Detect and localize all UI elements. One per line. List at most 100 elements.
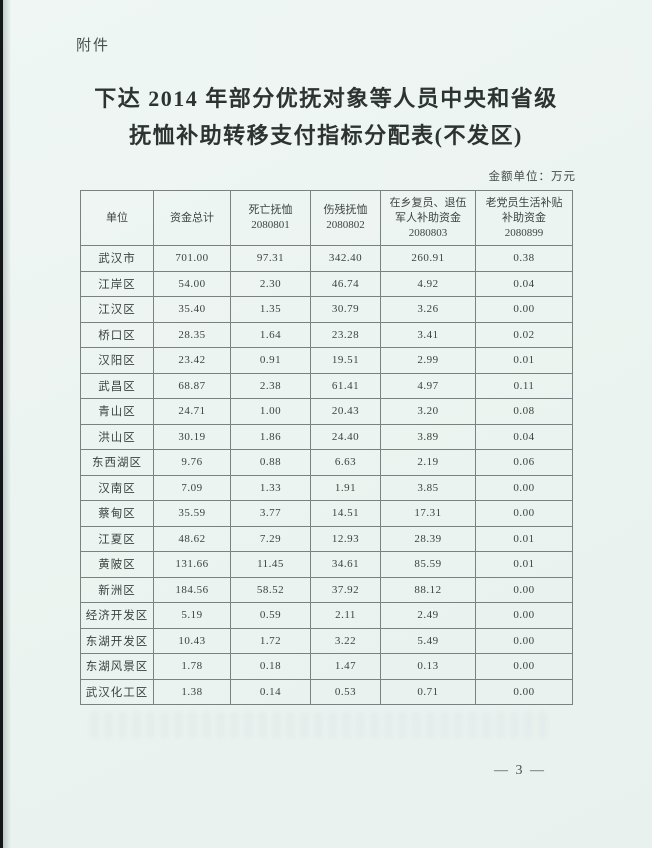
value-cell: 37.92 [310,576,381,603]
scan-edge-shadow [3,0,11,848]
value-cell: 7.09 [153,474,231,501]
table-row: 洪山区 30.19 1.86 24.40 3.89 0.04 [80,423,573,450]
unit-cell: 江岸区 [80,270,154,297]
amount-unit-note: 金额单位：万元 [488,171,576,183]
value-cell: 131.66 [153,551,231,578]
page-number: — 3 — [494,763,546,778]
value-cell: 3.77 [230,500,311,527]
column-header: 单位 [80,190,154,246]
scan-edge-artifact [0,0,3,848]
value-cell: 0.11 [475,372,573,399]
table-header-row: 单位 资金总计 死亡抚恤 2080801 伤残抚恤 2080802 在乡复员、退伍 军人补助资… [80,190,573,246]
value-cell: 17.31 [380,500,476,527]
unit-cell: 东西湖区 [80,449,154,476]
value-cell: 9.76 [153,449,231,476]
table-row: 武汉化工区 1.38 0.14 0.53 0.71 0.00 [80,678,573,705]
document-title-line2: 抚恤补助转移支付指标分配表(不发区) [129,123,523,148]
value-cell: 12.93 [310,525,381,552]
value-cell: 2.99 [380,347,476,374]
document-title-line1: 下达 2014 年部分优抚对象等人员中央和省级 [94,86,558,111]
unit-cell: 蔡甸区 [80,500,154,527]
column-header: 死亡抚恤 2080801 [230,190,311,246]
value-cell: 1.64 [230,321,311,348]
value-cell: 3.20 [380,398,476,425]
unit-cell: 武昌区 [80,372,154,399]
table-row: 汉阳区 23.42 0.91 19.51 2.99 0.01 [80,347,573,374]
table-row: 江岸区 54.00 2.30 46.74 4.92 0.04 [80,270,573,297]
value-cell: 701.00 [153,245,231,272]
unit-cell: 桥口区 [80,321,154,348]
value-cell: 46.74 [310,270,381,297]
unit-cell: 经济开发区 [80,602,154,629]
value-cell: 0.00 [475,500,573,527]
value-cell: 0.00 [475,627,573,654]
value-cell: 30.79 [310,296,381,323]
value-cell: 35.59 [153,500,231,527]
table-row: 东湖开发区 10.43 1.72 3.22 5.49 0.00 [80,627,573,654]
value-cell: 88.12 [380,576,476,603]
value-cell: 0.71 [380,678,476,705]
value-cell: 184.56 [153,576,231,603]
value-cell: 3.41 [380,321,476,348]
unit-cell: 汉阳区 [80,347,154,374]
value-cell: 3.89 [380,423,476,450]
unit-cell: 新洲区 [80,576,154,603]
table-row: 武昌区 68.87 2.38 61.41 4.97 0.11 [80,372,573,399]
value-cell: 2.49 [380,602,476,629]
value-cell: 0.04 [475,270,573,297]
value-cell: 28.35 [153,321,231,348]
table-row: 江夏区 48.62 7.29 12.93 28.39 0.01 [80,525,573,552]
value-cell: 0.13 [380,653,476,680]
value-cell: 3.22 [310,627,381,654]
table-row: 青山区 24.71 1.00 20.43 3.20 0.08 [80,398,573,425]
value-cell: 260.91 [380,245,476,272]
value-cell: 34.61 [310,551,381,578]
value-cell: 0.01 [475,347,573,374]
value-cell: 35.40 [153,296,231,323]
value-cell: 0.00 [475,678,573,705]
value-cell: 1.91 [310,474,381,501]
value-cell: 0.18 [230,653,311,680]
value-cell: 0.04 [475,423,573,450]
unit-cell: 汉南区 [80,474,154,501]
value-cell: 342.40 [310,245,381,272]
value-cell: 0.00 [475,653,573,680]
value-cell: 24.40 [310,423,381,450]
value-cell: 7.29 [230,525,311,552]
table-row: 新洲区 184.56 58.52 37.92 88.12 0.00 [80,576,573,603]
table-row: 东西湖区 9.76 0.88 6.63 2.19 0.06 [80,449,573,476]
value-cell: 0.53 [310,678,381,705]
value-cell: 23.42 [153,347,231,374]
document-title: 下达 2014 年部分优抚对象等人员中央和省级 抚恤补助转移支付指标分配表(不发… [40,80,612,154]
value-cell: 30.19 [153,423,231,450]
value-cell: 5.19 [153,602,231,629]
value-cell: 5.49 [380,627,476,654]
column-header: 资金总计 [153,190,231,246]
value-cell: 1.47 [310,653,381,680]
value-cell: 6.63 [310,449,381,476]
value-cell: 14.51 [310,500,381,527]
attachment-label: 附件 [76,38,111,54]
bleed-through-artifact [90,712,550,738]
table-row: 经济开发区 5.19 0.59 2.11 2.49 0.00 [80,602,573,629]
value-cell: 54.00 [153,270,231,297]
value-cell: 2.11 [310,602,381,629]
value-cell: 2.19 [380,449,476,476]
value-cell: 0.00 [475,296,573,323]
unit-cell: 武汉化工区 [80,678,154,705]
value-cell: 1.38 [153,678,231,705]
unit-cell: 江夏区 [80,525,154,552]
table-row: 东湖风景区 1.78 0.18 1.47 0.13 0.00 [80,653,573,680]
value-cell: 0.01 [475,525,573,552]
value-cell: 68.87 [153,372,231,399]
value-cell: 0.06 [475,449,573,476]
value-cell: 0.91 [230,347,311,374]
value-cell: 0.01 [475,551,573,578]
column-header: 老党员生活补贴 补助资金 2080899 [475,190,573,246]
value-cell: 2.30 [230,270,311,297]
value-cell: 61.41 [310,372,381,399]
value-cell: 48.62 [153,525,231,552]
value-cell: 23.28 [310,321,381,348]
column-header: 伤残抚恤 2080802 [310,190,381,246]
